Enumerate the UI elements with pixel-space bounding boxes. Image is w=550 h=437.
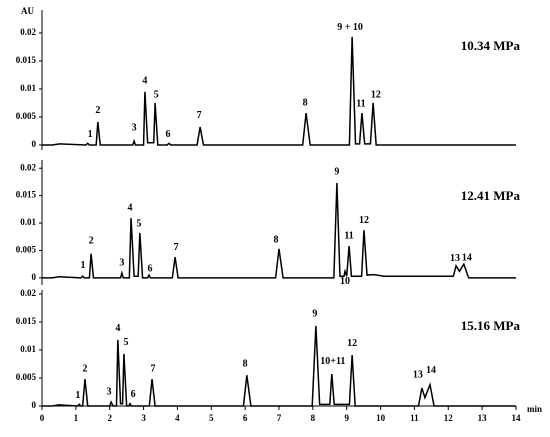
y-axis-label: AU <box>21 6 34 16</box>
x-tick-label: 7 <box>277 413 282 423</box>
x-tick-label: 14 <box>512 413 522 423</box>
peak-label: 2 <box>95 105 100 116</box>
peak-label: 6 <box>131 389 136 400</box>
y-tick-label: 0.005 <box>16 111 37 121</box>
trace <box>42 325 516 407</box>
peak-label: 12 <box>359 215 369 226</box>
y-tick-label: 0.005 <box>16 245 37 255</box>
x-tick-label: 5 <box>209 413 214 423</box>
peak-label: 11 <box>356 98 365 109</box>
peak-label: 7 <box>151 363 156 374</box>
x-tick-label: 12 <box>444 413 454 423</box>
x-tick-label: 1 <box>74 413 79 423</box>
peak-label: 1 <box>88 129 93 140</box>
pressure-label: 10.34 MPa <box>461 38 521 53</box>
peak-label: 5 <box>123 337 128 348</box>
y-tick-label: 0.01 <box>20 217 36 227</box>
y-tick-label: 0.02 <box>20 162 36 172</box>
peak-label: 2 <box>89 235 94 246</box>
peak-label: 5 <box>154 89 159 100</box>
x-tick-label: 10 <box>376 413 386 423</box>
y-tick-label: 0 <box>32 400 37 410</box>
x-tick-label: 3 <box>141 413 146 423</box>
peak-label: 13 <box>413 369 423 380</box>
peak-label: 2 <box>82 363 87 374</box>
peak-label: 1 <box>80 260 85 271</box>
peak-label: 12 <box>347 338 357 349</box>
x-tick-label: 11 <box>410 413 419 423</box>
peak-label: 14 <box>462 252 472 263</box>
peak-label: 11 <box>344 231 353 242</box>
y-tick-label: 0.015 <box>16 316 37 326</box>
peak-label: 10 <box>340 276 350 287</box>
peak-label: 8 <box>273 234 278 245</box>
y-tick-label: 0.015 <box>16 190 37 200</box>
peak-label: 10+11 <box>320 356 345 367</box>
peak-label: 4 <box>115 323 120 334</box>
peak-label: 3 <box>132 122 137 133</box>
y-tick-label: 0 <box>32 139 37 149</box>
y-tick-label: 0.02 <box>20 288 36 298</box>
peak-label: 14 <box>426 365 436 376</box>
pressure-label: 12.41 MPa <box>461 188 521 203</box>
peak-label: 1 <box>75 390 80 401</box>
peak-label: 6 <box>148 263 153 274</box>
peak-label: 9 <box>334 166 339 177</box>
x-tick-label: 2 <box>107 413 112 423</box>
peak-label: 12 <box>371 89 381 100</box>
trace <box>42 36 516 146</box>
y-tick-label: 0 <box>32 272 37 282</box>
trace <box>42 183 516 279</box>
x-tick-label: 13 <box>478 413 488 423</box>
peak-label: 13 <box>450 253 460 264</box>
x-tick-label: 9 <box>344 413 349 423</box>
y-tick-label: 0.015 <box>16 55 37 65</box>
peak-label: 3 <box>107 386 112 397</box>
peak-label: 4 <box>128 203 133 214</box>
peak-label: 3 <box>119 257 124 268</box>
x-tick-label: 0 <box>40 413 45 423</box>
y-tick-label: 0.01 <box>20 83 36 93</box>
x-tick-label: 8 <box>311 413 316 423</box>
peak-label: 9 + 10 <box>337 22 363 33</box>
peak-label: 5 <box>136 218 141 229</box>
peak-label: 8 <box>243 358 248 369</box>
peak-label: 9 <box>312 308 317 319</box>
peak-label: 7 <box>197 110 202 121</box>
peak-label: 7 <box>174 242 179 253</box>
x-axis-label: min <box>527 404 542 414</box>
x-tick-label: 6 <box>243 413 248 423</box>
peak-label: 4 <box>142 75 147 86</box>
x-tick-label: 4 <box>175 413 180 423</box>
y-tick-label: 0.02 <box>20 27 36 37</box>
y-tick-label: 0.01 <box>20 344 36 354</box>
y-tick-label: 0.005 <box>16 372 37 382</box>
pressure-label: 15.16 MPa <box>461 318 521 333</box>
peak-label: 8 <box>303 97 308 108</box>
peak-label: 6 <box>165 129 170 140</box>
